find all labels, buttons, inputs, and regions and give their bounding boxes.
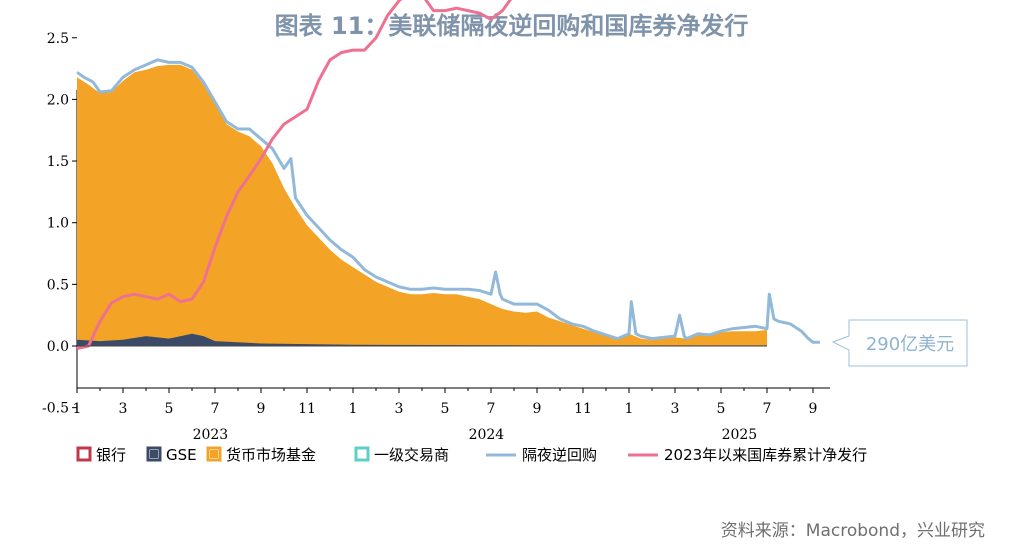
legend-item: 银行 [76, 446, 126, 464]
x-tick-label: 1 [73, 401, 82, 417]
year-label: 2024 [469, 427, 505, 443]
legend-label: GSE [166, 446, 197, 464]
y-tick-label: 1.0 [47, 216, 69, 232]
y-tick-label: 0.5 [47, 277, 69, 293]
x-tick-label: 5 [717, 401, 726, 417]
mmf-area [77, 64, 767, 347]
x-tick-label: 1 [349, 401, 358, 417]
x-tick-label: 5 [165, 401, 174, 417]
year-label: 2025 [722, 427, 758, 443]
x-tick-label: 9 [809, 401, 818, 417]
x-tick-label: 9 [257, 401, 266, 417]
legend-label: 2023年以来国库券累计净发行 [664, 446, 867, 464]
chart-title: 图表 11：美联储隔夜逆回购和国库券净发行 [274, 12, 749, 40]
x-tick-label: 7 [211, 401, 220, 417]
year-label: 2023 [193, 427, 229, 443]
x-tick-label: 1 [625, 401, 634, 417]
x-tick-label: 3 [119, 401, 128, 417]
x-tick-label: 5 [441, 401, 450, 417]
legend-label: 一级交易商 [374, 446, 449, 464]
source-note: 资料来源：Macrobond，兴业研究 [720, 521, 985, 541]
legend-label: 银行 [96, 446, 126, 464]
rrp-line [76, 58, 820, 344]
y-tick-label: 2.5 [47, 31, 69, 47]
legend-swatch [76, 446, 92, 462]
annotation-text: 290亿美元 [866, 334, 954, 355]
legend-label: 货币市场基金 [226, 446, 316, 464]
y-tick-label: 1.5 [47, 154, 69, 170]
y-tick-label: 0.0 [47, 339, 69, 355]
y-tick-label: 2.0 [47, 92, 69, 108]
legend-swatch-fill [150, 450, 158, 458]
x-tick-label: 3 [671, 401, 680, 417]
gse-area [77, 333, 767, 346]
plot-area [76, 0, 820, 350]
x-tick-label: 9 [533, 401, 542, 417]
x-tick-label: 11 [298, 401, 316, 417]
legend: 银行 GSE 货币市场基金 一级交易商 隔夜逆回购 2023年以来国库券累计净发行 [76, 446, 867, 464]
legend-item: 2023年以来国库券累计净发行 [628, 446, 867, 464]
legend-item: 隔夜逆回购 [486, 446, 597, 464]
legend-label: 隔夜逆回购 [522, 446, 597, 464]
legend-item: 货币市场基金 [206, 446, 316, 464]
legend-swatch-fill [210, 450, 218, 458]
y-axis: -0.50.00.51.01.52.02.53.03.54.0 [42, 31, 78, 417]
y-tick-label: -0.5 [42, 401, 69, 417]
x-tick-label: 11 [574, 401, 592, 417]
x-tick-label: 7 [487, 401, 496, 417]
annotation-callout: 290亿美元 [831, 319, 968, 367]
legend-swatch [354, 446, 370, 462]
legend-item: 一级交易商 [354, 446, 449, 464]
x-tick-label: 7 [763, 401, 772, 417]
legend-item: GSE [146, 446, 197, 464]
x-tick-label: 3 [395, 401, 404, 417]
tbill-line [76, 0, 512, 350]
annotation-box [831, 319, 968, 367]
